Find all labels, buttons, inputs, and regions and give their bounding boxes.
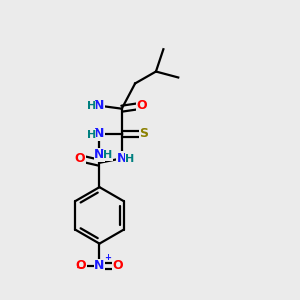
Text: O: O (137, 99, 147, 112)
Text: N: N (94, 99, 105, 112)
Text: N: N (117, 152, 127, 165)
Text: N: N (94, 128, 105, 140)
Text: H: H (103, 150, 112, 160)
Text: H: H (125, 154, 135, 164)
Text: O: O (75, 152, 86, 165)
Text: H: H (86, 130, 96, 140)
Text: H: H (86, 101, 96, 111)
Text: N: N (94, 260, 105, 272)
Text: +: + (103, 253, 111, 262)
Text: O: O (112, 260, 123, 272)
Text: S: S (140, 128, 148, 140)
Text: N: N (94, 148, 105, 161)
Text: O: O (76, 260, 86, 272)
Text: −: − (76, 263, 86, 273)
